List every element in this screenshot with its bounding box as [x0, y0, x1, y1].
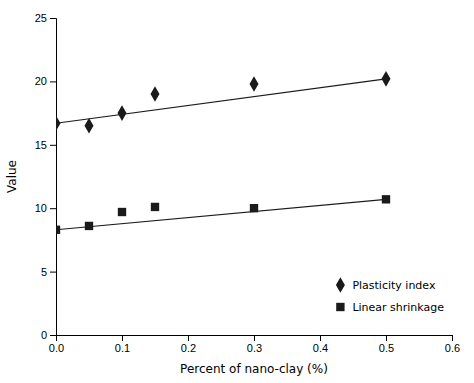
tick-label: 0.5	[379, 342, 394, 354]
point	[118, 208, 126, 216]
tick-mark	[50, 18, 56, 19]
tick-label: 5	[41, 266, 47, 278]
point	[250, 76, 259, 92]
tick-label: 0.3	[247, 342, 262, 354]
point	[151, 203, 159, 211]
tick-mark	[50, 81, 56, 82]
tick-mark	[122, 335, 123, 341]
tick: 0.3	[247, 335, 262, 354]
tick-mark	[386, 335, 387, 341]
tick: 0.5	[379, 335, 394, 354]
tick-label: 10	[35, 202, 47, 214]
point	[85, 118, 94, 134]
trend-line	[56, 199, 386, 229]
tick: 15	[35, 139, 56, 151]
legend-item: Plasticity index	[336, 277, 436, 293]
tick-label: 0.2	[181, 342, 196, 354]
point	[56, 115, 60, 131]
tick-mark	[50, 208, 56, 209]
legend-label: Linear shrinkage	[352, 301, 444, 314]
tick-mark	[254, 335, 255, 341]
tick: 0	[41, 329, 56, 341]
tick-mark	[50, 145, 56, 146]
point	[382, 195, 390, 203]
tick-mark	[320, 335, 321, 341]
point	[151, 86, 160, 102]
tick: 20	[35, 75, 56, 87]
tick-label: 20	[35, 75, 47, 87]
tick-label: 25	[35, 12, 47, 24]
trend-line	[56, 79, 386, 123]
tick: 10	[35, 202, 56, 214]
tick: 0.2	[181, 335, 196, 354]
tick-mark	[50, 272, 56, 273]
axis-line	[50, 19, 57, 336]
tick-label: 0.4	[313, 342, 328, 354]
legend-marker	[336, 303, 344, 311]
point	[382, 71, 391, 87]
y-axis: 0 5 10 15 20 25	[35, 12, 57, 341]
legend-marker	[336, 277, 345, 293]
tick: 25	[35, 12, 56, 24]
tick: 5	[41, 266, 56, 278]
marks	[56, 71, 390, 234]
tick-mark	[188, 335, 189, 341]
point	[118, 105, 127, 121]
point	[56, 226, 60, 234]
y-axis-title: Value	[5, 160, 19, 193]
tick-mark	[452, 335, 453, 341]
tick-mark	[50, 335, 56, 336]
tick-label: 0.1	[115, 342, 130, 354]
tick: 0.6	[445, 335, 460, 354]
legend: Plasticity index Linear shrinkage	[336, 277, 444, 314]
point	[250, 204, 258, 212]
x-axis-title: Percent of nano-clay (%)	[180, 362, 328, 376]
tick: 0.4	[313, 335, 328, 354]
tick-label: 0	[41, 329, 47, 341]
legend-item: Linear shrinkage	[336, 301, 444, 314]
plot: 0.0 0.1 0.2 0.3 0.4 0.5 0.6 0 5 10 15 20 25 Plasticit…	[35, 12, 460, 354]
tick-label: 0.6	[445, 342, 460, 354]
tick: 0.0	[49, 335, 64, 354]
legend-label: Plasticity index	[352, 279, 436, 292]
tick: 0.1	[115, 335, 130, 354]
tick-label: 0.0	[49, 342, 64, 354]
chart: 0.0 0.1 0.2 0.3 0.4 0.5 0.6 0 5 10 15 20 25 Plasticit…	[0, 0, 474, 383]
point	[85, 222, 93, 230]
tick-label: 15	[35, 139, 47, 151]
x-axis: 0.0 0.1 0.2 0.3 0.4 0.5 0.6	[49, 335, 460, 354]
axis-line	[57, 336, 453, 342]
